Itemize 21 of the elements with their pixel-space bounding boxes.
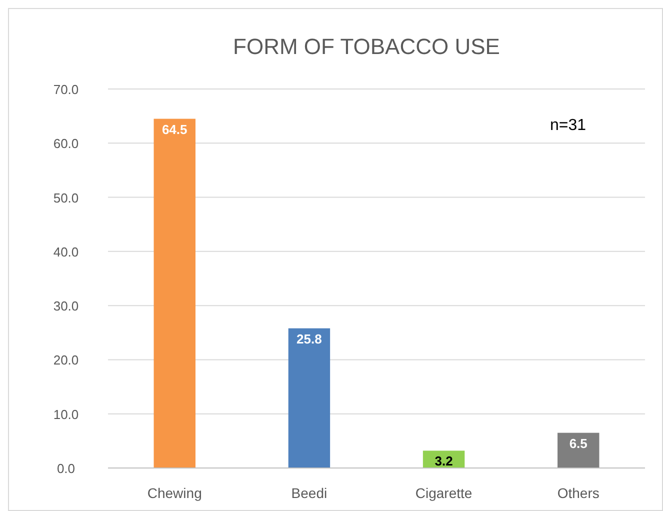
y-tick-label: 70.0 (53, 82, 79, 97)
annotation: n=31 (550, 117, 586, 134)
data-label: 64.5 (162, 122, 188, 137)
y-tick-label: 40.0 (53, 244, 79, 260)
y-tick-label: 30.0 (53, 298, 79, 314)
bar (288, 328, 330, 468)
y-tick-label: 50.0 (53, 190, 79, 206)
y-tick-label: 20.0 (53, 352, 79, 368)
x-tick-label: Beedi (291, 485, 328, 501)
bar (558, 432, 600, 468)
y-tick-label: 10.0 (53, 406, 79, 422)
y-tick-label: 60.0 (53, 136, 79, 152)
data-label: 3.2 (434, 454, 453, 469)
bar (154, 118, 196, 468)
x-tick-label: Cigarette (415, 485, 472, 501)
data-label: 25.8 (296, 331, 322, 346)
data-label: 6.5 (569, 436, 588, 451)
x-tick-label: Others (557, 485, 600, 501)
x-tick-label: Chewing (147, 485, 202, 501)
y-tick-label: 0.0 (56, 461, 76, 476)
chart-title: FORM OF TOBACCO USE (233, 34, 500, 59)
